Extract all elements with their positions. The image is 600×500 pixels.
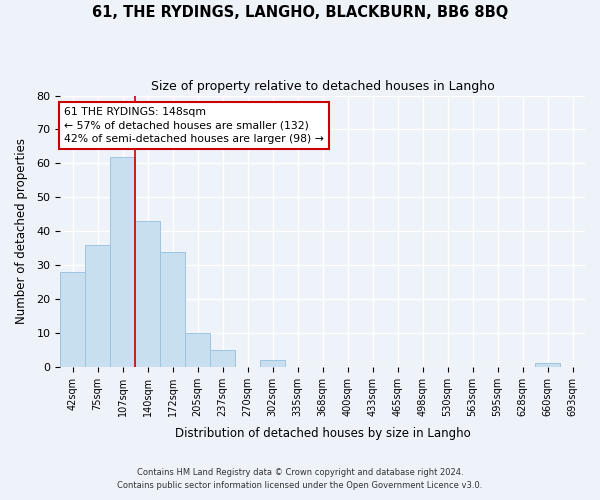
Bar xyxy=(210,350,235,367)
Bar xyxy=(260,360,285,367)
Text: 61, THE RYDINGS, LANGHO, BLACKBURN, BB6 8BQ: 61, THE RYDINGS, LANGHO, BLACKBURN, BB6 … xyxy=(92,5,508,20)
Bar xyxy=(110,156,135,367)
X-axis label: Distribution of detached houses by size in Langho: Distribution of detached houses by size … xyxy=(175,427,470,440)
Bar xyxy=(85,244,110,367)
Title: Size of property relative to detached houses in Langho: Size of property relative to detached ho… xyxy=(151,80,494,93)
Bar xyxy=(185,333,210,367)
Bar xyxy=(60,272,85,367)
Bar xyxy=(135,221,160,367)
Text: Contains HM Land Registry data © Crown copyright and database right 2024.
Contai: Contains HM Land Registry data © Crown c… xyxy=(118,468,482,490)
Bar xyxy=(535,364,560,367)
Bar xyxy=(160,252,185,367)
Text: 61 THE RYDINGS: 148sqm
← 57% of detached houses are smaller (132)
42% of semi-de: 61 THE RYDINGS: 148sqm ← 57% of detached… xyxy=(64,108,324,144)
Y-axis label: Number of detached properties: Number of detached properties xyxy=(15,138,28,324)
